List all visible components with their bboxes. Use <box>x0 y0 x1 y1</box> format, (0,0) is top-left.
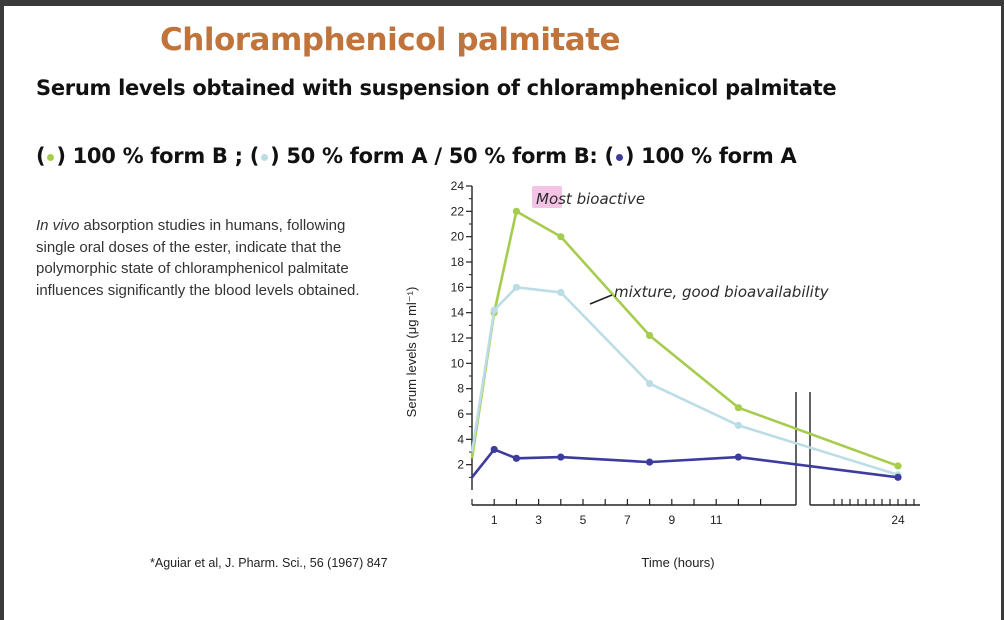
data-point-mixture <box>557 288 565 296</box>
window-frame-top <box>0 0 1004 6</box>
data-point-mixture <box>734 421 743 429</box>
legend-label-form-a: ) 100 % form A <box>624 144 797 168</box>
legend: ( ) 100 % form B ; ( ) 50 % form A / 50 % … <box>36 144 797 168</box>
legend-marker-mixture <box>261 153 269 161</box>
window-frame-left <box>0 0 4 620</box>
data-point-form-a <box>734 453 743 461</box>
x-axis-label: Time (hours) <box>641 555 714 570</box>
series-line-mixture <box>470 286 899 477</box>
window-frame-right <box>1001 0 1004 620</box>
y-tick-label: 8 <box>457 382 464 396</box>
legend-marker-form-b <box>47 153 55 161</box>
y-tick-label: 10 <box>451 356 465 370</box>
highlight-mark <box>532 186 562 208</box>
legend-open-paren: ( <box>36 144 46 168</box>
data-point-form-a <box>512 454 521 462</box>
y-tick-label: 2 <box>457 458 464 472</box>
data-point-mixture <box>646 380 654 388</box>
annotation-most-bioactive: Most bioactive <box>536 190 645 208</box>
x-tick-label: 9 <box>668 513 675 527</box>
data-point-form-b <box>557 233 565 241</box>
x-tick-label: 24 <box>891 513 905 527</box>
data-point-form-a <box>490 445 498 454</box>
description-body: absorption studies in humans, following … <box>36 217 360 299</box>
x-tick-label: 11 <box>710 513 723 527</box>
x-tick-label: 5 <box>580 513 587 527</box>
y-tick-label: 12 <box>451 331 465 345</box>
data-point-form-a <box>894 473 902 481</box>
x-tick-label: 7 <box>624 513 631 527</box>
y-tick-label: 20 <box>451 230 465 244</box>
citation: *Aguiar et al, J. Pharm. Sci., 56 (1967)… <box>150 556 388 570</box>
x-tick-label: 1 <box>491 513 498 527</box>
data-point-mixture <box>490 306 498 314</box>
y-tick-label: 6 <box>457 407 464 421</box>
legend-label-mixture: ) 50 % form A / 50 % form B: ( <box>270 144 614 168</box>
data-point-form-a <box>646 458 654 466</box>
data-point-form-b <box>646 331 654 340</box>
annotation-mixture: mixture, good bioavailability <box>614 283 830 301</box>
y-tick-label: 16 <box>451 280 465 294</box>
data-point-form-b <box>512 207 521 215</box>
legend-marker-form-a <box>615 153 623 161</box>
annotation-pointer <box>589 294 613 305</box>
description-italic: In vivo <box>36 217 80 234</box>
y-axis-label: Serum levels (μg ml⁻¹) <box>404 287 419 418</box>
data-point-form-b <box>734 404 743 412</box>
y-tick-label: 4 <box>457 432 464 446</box>
legend-label-form-b: ) 100 % form B ; ( <box>56 144 260 168</box>
data-point-form-a <box>557 453 565 461</box>
y-tick-label: 24 <box>451 179 465 193</box>
series-line-form-a <box>470 448 899 479</box>
data-point-form-b <box>894 462 902 470</box>
description-text: In vivo absorption studies in humans, fo… <box>36 215 366 301</box>
slide-subtitle: Serum levels obtained with suspension of… <box>36 76 837 100</box>
data-point-mixture <box>512 283 521 291</box>
series-line-form-b <box>470 210 899 468</box>
y-tick-label: 22 <box>451 204 465 218</box>
x-tick-label: 3 <box>535 513 542 527</box>
y-tick-label: 18 <box>451 255 465 269</box>
y-tick-label: 14 <box>451 306 465 320</box>
slide-title: Chloramphenicol palmitate <box>160 22 621 58</box>
